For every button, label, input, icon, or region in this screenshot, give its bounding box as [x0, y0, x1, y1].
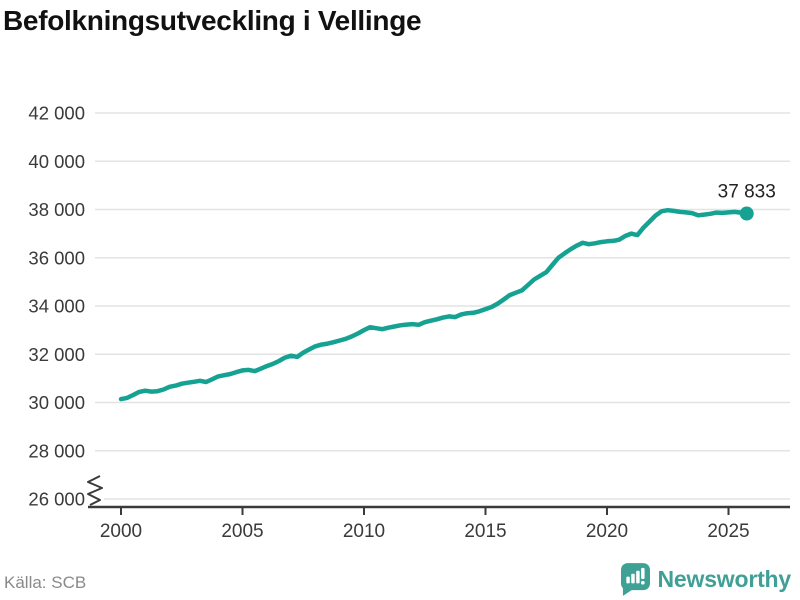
- newsworthy-logo[interactable]: Newsworthy: [620, 563, 792, 596]
- y-tick-label: 32 000: [28, 344, 85, 365]
- x-tick-label: 2000: [100, 521, 142, 542]
- y-axis-break-icon: [87, 475, 103, 506]
- y-tick-label: 40 000: [28, 151, 85, 172]
- x-tick-label: 2020: [586, 521, 628, 542]
- y-tick-label: 42 000: [28, 103, 85, 124]
- x-tick-label: 2015: [464, 521, 506, 542]
- y-axis-labels: 26 000 28 000 30 000 32 000 34 000 36 000 38 0…: [28, 103, 85, 510]
- gridlines: [95, 112, 790, 500]
- latest-value-label: 37 833: [718, 182, 776, 203]
- page-title: Befolkningsutveckling i Vellinge: [3, 5, 422, 36]
- x-tick-label: 2025: [707, 521, 749, 542]
- y-tick-label: 38 000: [28, 199, 85, 220]
- y-tick-label: 28 000: [28, 440, 85, 461]
- source-text: Källa: SCB: [4, 573, 87, 592]
- y-tick-label: 30 000: [28, 392, 85, 413]
- y-tick-label: 34 000: [28, 296, 85, 317]
- population-series-line: [118, 207, 749, 402]
- x-tick-label: 2005: [221, 521, 263, 542]
- newsworthy-bubble-chart-icon: [620, 563, 650, 596]
- x-axis: [88, 505, 790, 515]
- latest-value-dot: [739, 206, 754, 221]
- x-axis-labels: 2000 2005 2010 2015 2020 2025: [100, 521, 750, 542]
- x-tick-label: 2010: [343, 521, 385, 542]
- newsworthy-wordmark: Newsworthy: [657, 566, 792, 592]
- y-tick-label: 26 000: [28, 489, 85, 510]
- y-tick-label: 36 000: [28, 247, 85, 268]
